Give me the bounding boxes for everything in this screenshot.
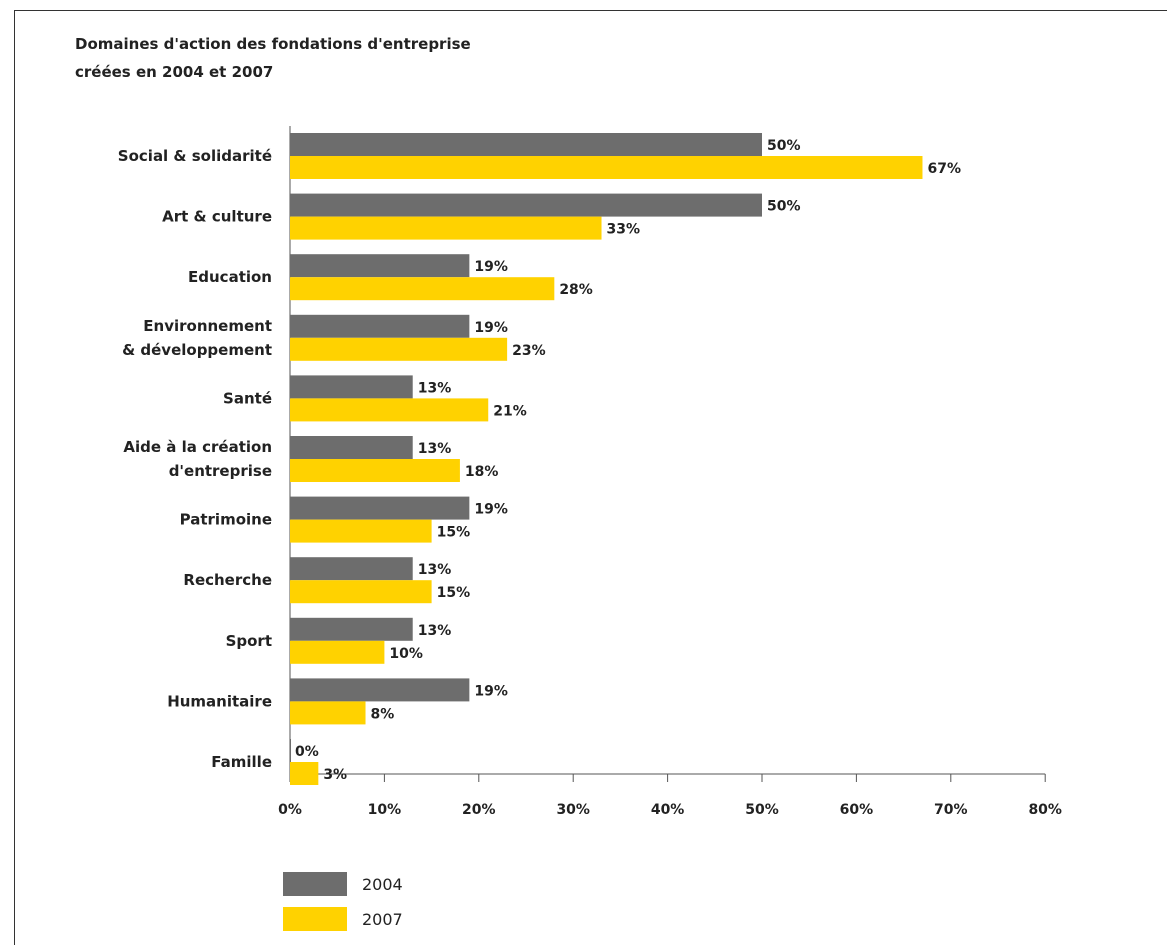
bar-value-label: 19%: [474, 320, 508, 336]
category-label: Humanitaire: [167, 692, 272, 710]
bar-value-label: 13%: [418, 562, 452, 578]
chart-frame: [14, 10, 1167, 945]
category-label: Environnement: [143, 317, 272, 335]
bar-2007: [290, 580, 432, 604]
bar-2004: [290, 678, 470, 702]
bar-2007: [290, 459, 460, 482]
bar-value-label: 13%: [418, 441, 452, 457]
bar-value-label: 13%: [418, 623, 452, 639]
bar-value-label: 67%: [927, 161, 961, 177]
bar-value-label: 15%: [437, 585, 471, 601]
bar-2004: [290, 193, 762, 217]
category-label: Patrimoine: [180, 511, 272, 529]
bar-2004: [290, 133, 762, 156]
bar-value-label: 28%: [559, 282, 593, 298]
legend-swatch-2007: [283, 907, 347, 931]
bar-2004: [290, 557, 413, 581]
category-label: Sport: [226, 632, 272, 650]
bar-2007: [290, 156, 923, 179]
bar-2004: [290, 739, 291, 762]
bar-value-label: 13%: [418, 380, 452, 396]
category-label: Social & solidarité: [118, 147, 272, 165]
x-tick-label: 50%: [745, 802, 779, 818]
category-label: Recherche: [183, 571, 272, 589]
category-label: & développement: [122, 341, 272, 359]
legend-label-2004: 2004: [362, 875, 403, 894]
bar-value-label: 15%: [437, 525, 471, 541]
bar-2007: [290, 762, 319, 785]
bar-2007: [290, 398, 489, 422]
legend-swatch-2004: [283, 872, 347, 896]
bar-2004: [290, 436, 413, 459]
category-label: Art & culture: [162, 208, 272, 226]
chart-title: Domaines d'action des fondations d'entre…: [75, 35, 471, 53]
bar-value-label: 50%: [767, 138, 801, 154]
category-label: Aide à la création: [123, 438, 272, 456]
bar-value-label: 19%: [474, 683, 508, 699]
bar-2007: [290, 277, 555, 301]
chart-subtitle: créées en 2004 et 2007: [75, 63, 274, 81]
bar-value-label: 18%: [465, 464, 499, 480]
bar-2007: [290, 701, 366, 725]
bar-2007: [290, 216, 602, 240]
bar-value-label: 50%: [767, 199, 801, 215]
bar-value-label: 21%: [493, 403, 527, 419]
bar-2004: [290, 375, 413, 399]
x-tick-label: 30%: [556, 802, 590, 818]
chart-title-block: Domaines d'action des fondations d'entre…: [75, 30, 471, 86]
bar-2007: [290, 519, 432, 543]
bar-value-label: 0%: [295, 744, 319, 760]
bar-2004: [290, 254, 470, 278]
category-label: Education: [188, 268, 272, 286]
x-tick-label: 40%: [651, 802, 685, 818]
category-label: Santé: [223, 389, 272, 407]
bar-2004: [290, 314, 470, 338]
bar-value-label: 33%: [607, 222, 641, 238]
bar-2004: [290, 617, 413, 641]
x-tick-label: 10%: [368, 802, 402, 818]
bar-2007: [290, 640, 385, 664]
category-label: Famille: [211, 753, 272, 771]
x-tick-label: 0%: [278, 802, 302, 818]
bar-value-label: 19%: [474, 502, 508, 518]
bar-value-label: 8%: [371, 706, 395, 722]
x-tick-label: 70%: [934, 802, 968, 818]
x-tick-label: 80%: [1028, 802, 1062, 818]
x-tick-label: 60%: [840, 802, 874, 818]
bar-2007: [290, 337, 508, 361]
category-label: d'entreprise: [169, 462, 272, 480]
bar-value-label: 3%: [323, 767, 347, 783]
legend-label-2007: 2007: [362, 910, 403, 929]
bar-2004: [290, 496, 470, 520]
bar-value-label: 10%: [389, 646, 423, 662]
bar-value-label: 19%: [474, 259, 508, 275]
x-tick-label: 20%: [462, 802, 496, 818]
bar-value-label: 23%: [512, 343, 546, 359]
